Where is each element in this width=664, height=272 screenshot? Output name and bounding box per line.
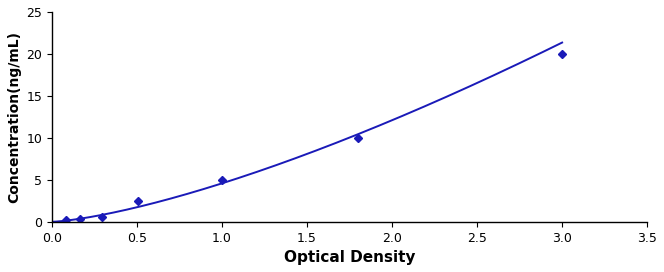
Y-axis label: Concentration(ng/mL): Concentration(ng/mL) — [7, 31, 21, 203]
X-axis label: Optical Density: Optical Density — [284, 250, 416, 265]
